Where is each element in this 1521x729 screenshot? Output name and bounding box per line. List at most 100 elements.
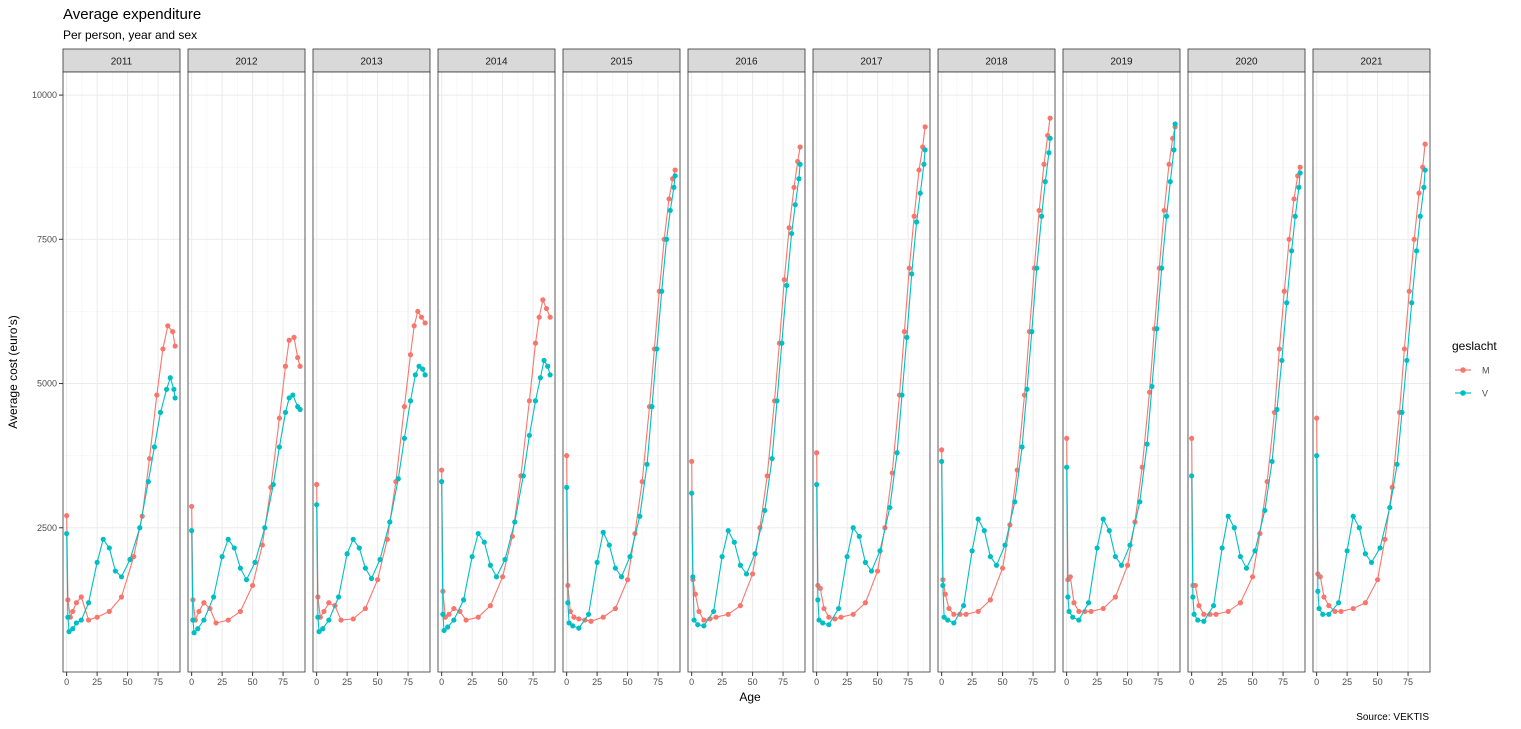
data-point-M [249, 582, 256, 589]
data-point-M [1321, 594, 1327, 600]
data-point-V [600, 529, 606, 535]
data-point-M [639, 479, 645, 485]
data-point-V [835, 605, 842, 612]
data-point-V [1191, 611, 1197, 617]
data-point-V [1171, 147, 1177, 153]
data-point-V [654, 346, 660, 352]
data-point-V [512, 519, 518, 525]
data-point-V [887, 504, 893, 511]
data-point-V [1106, 528, 1112, 534]
data-point-V [868, 568, 875, 574]
data-point-V [659, 288, 665, 294]
panel-border [562, 71, 681, 673]
data-point-V [570, 623, 576, 629]
data-point-V [201, 617, 207, 623]
facet-panel: 2013 0 25 50 75 [312, 48, 431, 687]
data-point-V [816, 617, 822, 623]
data-point-M [439, 467, 445, 473]
data-point-M [901, 329, 908, 335]
data-point-V [796, 176, 802, 182]
data-point-V [1094, 545, 1100, 551]
data-point-V [951, 620, 957, 626]
x-tick-label: 0 [564, 677, 569, 687]
data-point-M [725, 611, 731, 617]
data-point-V [1387, 504, 1393, 511]
data-point-V [1350, 513, 1356, 519]
data-point-V [1316, 605, 1322, 612]
data-point-V [815, 597, 821, 603]
x-tick-label: 75 [278, 677, 288, 687]
data-point-V [297, 406, 303, 413]
data-point-V [606, 542, 612, 548]
panel-border [937, 71, 1056, 673]
facet-strip-label: 2016 [735, 57, 758, 68]
data-point-M [786, 225, 792, 231]
data-point-V [1144, 441, 1150, 447]
data-point-V [487, 562, 494, 568]
x-tick-label: 50 [748, 677, 758, 687]
data-point-V [690, 574, 696, 580]
data-point-V [969, 548, 975, 554]
data-point-V [719, 554, 725, 560]
data-point-V [190, 617, 196, 623]
x-tick-label: 75 [1028, 677, 1038, 687]
y-axis-title: Average cost (euro's) [6, 315, 20, 428]
data-point-V [420, 366, 426, 372]
data-point-M [237, 608, 244, 615]
data-point-V [1262, 507, 1268, 514]
x-tick-label: 0 [1314, 677, 1319, 687]
data-point-M [487, 603, 494, 609]
panel-border [812, 71, 931, 673]
data-point-V [163, 386, 170, 392]
data-point-M [957, 611, 963, 617]
data-point-V [1237, 554, 1244, 560]
data-point-M [564, 453, 570, 459]
data-point-M [1286, 236, 1292, 242]
data-point-V [356, 545, 362, 551]
x-tick-label: 0 [1064, 677, 1069, 687]
facet-strip-label: 2011 [111, 57, 133, 68]
data-point-V [412, 372, 418, 378]
data-point-V [737, 562, 744, 568]
data-point-V [904, 334, 910, 340]
data-point-V [1210, 603, 1217, 609]
data-point-M [862, 600, 869, 606]
data-point-V [731, 539, 737, 545]
data-point-V [210, 594, 217, 600]
data-point-V [137, 525, 143, 531]
x-tick-label: 50 [1373, 677, 1383, 687]
data-point-V [314, 502, 320, 508]
y-tick-label: 7500 [37, 234, 57, 244]
data-point-V [1085, 600, 1092, 606]
data-point-V [100, 536, 106, 542]
data-point-M [146, 455, 153, 462]
data-point-V [917, 190, 923, 196]
data-point-V [1127, 542, 1133, 548]
data-point-M [1064, 435, 1070, 441]
data-point-V [1243, 565, 1250, 571]
data-point-M [707, 616, 713, 622]
data-point-V [1064, 464, 1070, 470]
data-point-M [418, 314, 425, 320]
data-point-M [713, 614, 719, 620]
x-tick-label: 25 [92, 677, 102, 687]
data-point-M [951, 611, 957, 617]
data-point-M [499, 574, 506, 580]
x-tick-label: 0 [1189, 677, 1194, 687]
data-point-M [154, 392, 160, 398]
data-point-M [1291, 196, 1297, 202]
data-point-M [196, 608, 202, 615]
data-point-V [282, 409, 289, 415]
x-tick-label: 50 [373, 677, 383, 687]
data-point-M [1146, 389, 1153, 395]
data-point-V [335, 594, 342, 600]
x-tick-label: 0 [939, 677, 944, 687]
data-point-M [118, 594, 125, 600]
data-point-M [922, 124, 928, 130]
data-point-V [64, 530, 70, 537]
x-tick-label: 25 [592, 677, 602, 687]
data-point-M [749, 571, 756, 577]
data-point-V [1029, 329, 1035, 335]
data-point-M [1374, 577, 1381, 583]
